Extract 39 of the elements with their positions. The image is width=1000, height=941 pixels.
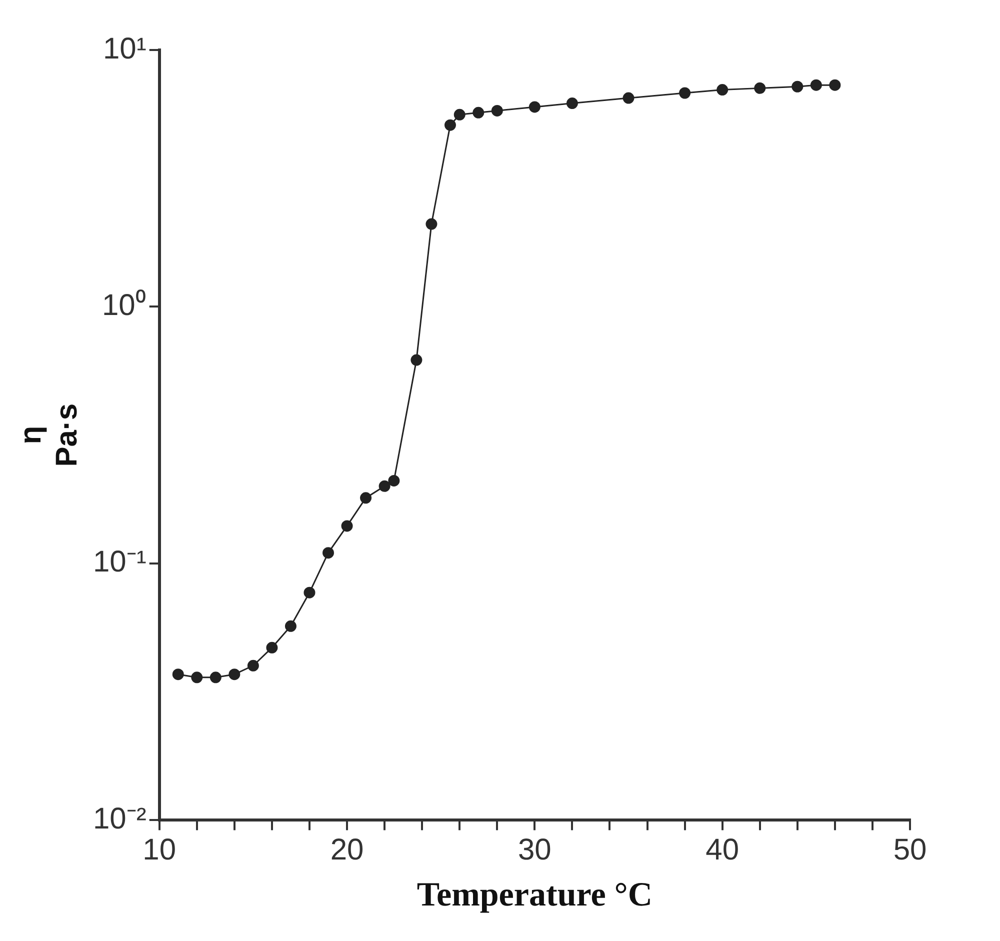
point (622, 92, 634, 104)
point (284, 620, 296, 632)
point (679, 87, 691, 99)
point (172, 668, 184, 680)
point (210, 672, 222, 684)
point (426, 218, 438, 230)
point (247, 660, 259, 672)
point (388, 474, 400, 486)
y-tick-label: 10⁻² (93, 802, 146, 836)
x-tick-label: 20 (330, 833, 364, 866)
x-tick-label: 30 (518, 833, 552, 866)
point (322, 547, 334, 559)
point (810, 79, 822, 91)
point (792, 80, 804, 92)
point (266, 642, 278, 654)
point (191, 672, 203, 684)
y-tick-label: 10⁰ (102, 289, 146, 322)
point (829, 79, 841, 91)
point (444, 119, 456, 131)
point (528, 101, 540, 113)
x-tick-label: 40 (706, 833, 740, 866)
x-tick-label: 50 (893, 833, 927, 866)
point (454, 108, 466, 120)
point (472, 106, 484, 118)
point (304, 586, 316, 598)
y-axis-title: η Pa·s (14, 403, 84, 467)
point (360, 492, 372, 504)
point (716, 84, 728, 96)
point (341, 520, 353, 532)
point (754, 82, 766, 94)
point (491, 104, 503, 116)
x-axis-title: Temperature °C (416, 876, 652, 914)
point (566, 98, 578, 110)
x-tick-label: 10 (142, 833, 176, 866)
point (410, 354, 422, 366)
point (378, 480, 390, 492)
y-tick-label: 10⁻¹ (93, 546, 146, 579)
y-tick-label: 10¹ (103, 32, 146, 66)
point (228, 668, 240, 680)
